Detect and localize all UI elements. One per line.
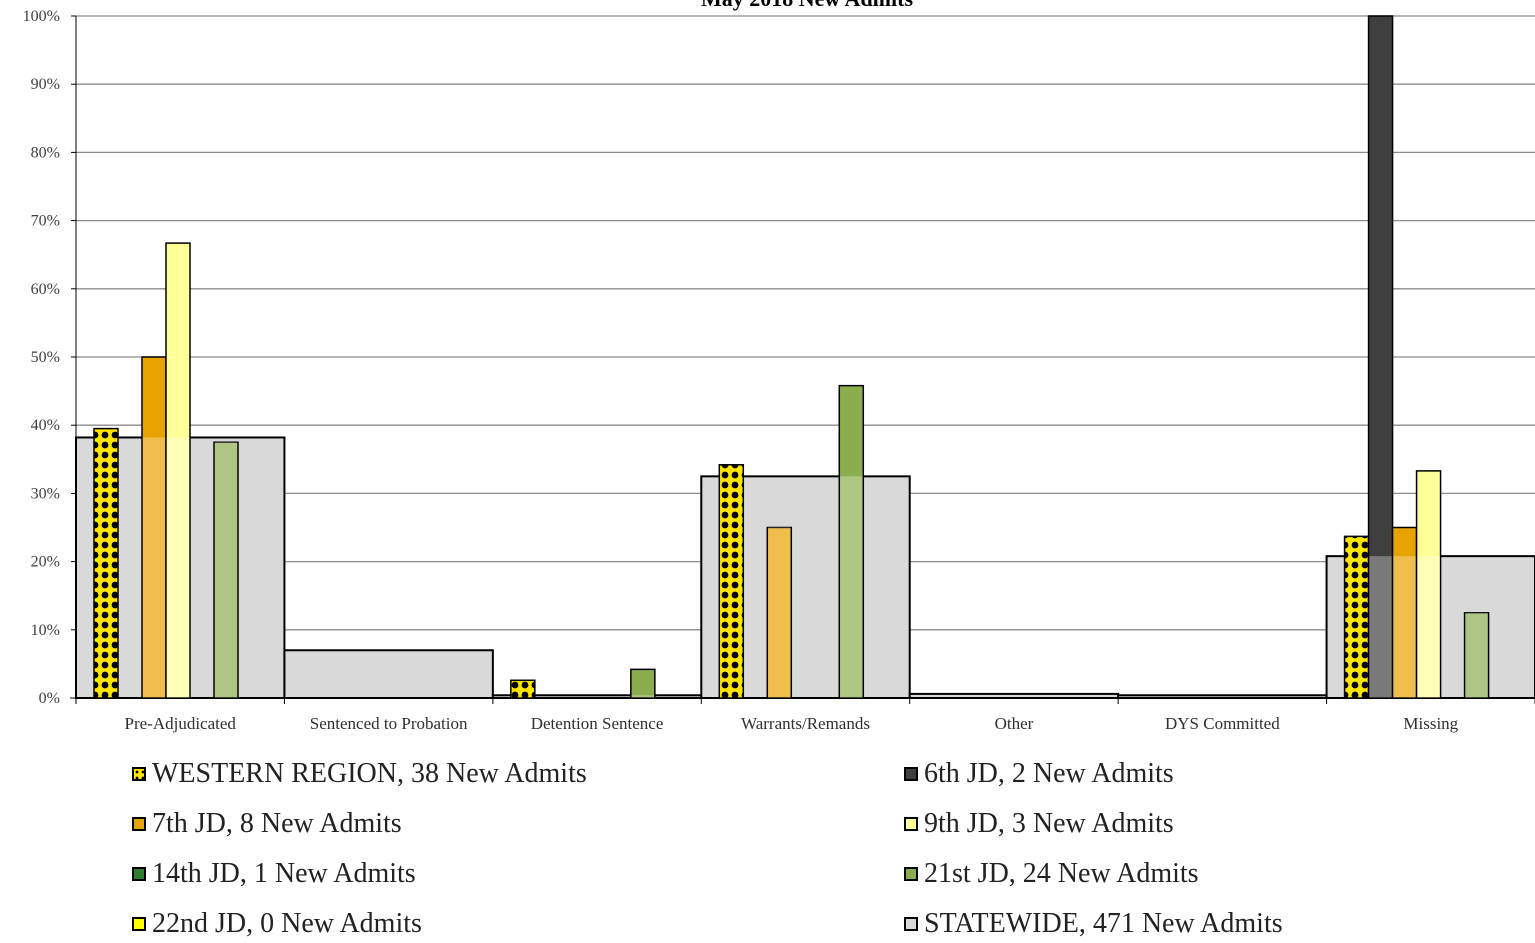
legend-label: 14th JD, 1 New Admits [152, 858, 416, 889]
y-tick-label: 20% [31, 554, 60, 571]
x-category-label: DYS Committed [1165, 714, 1280, 733]
district-bar [510, 679, 536, 699]
district-bar [838, 384, 865, 699]
district-bar-overlap-tint [1369, 556, 1392, 698]
statewide-bar [283, 649, 494, 700]
legend-label: 6th JD, 2 New Admits [924, 758, 1174, 789]
y-tick-label: 30% [31, 485, 60, 502]
legend-swatch [904, 867, 918, 881]
y-tick-label: 10% [31, 622, 60, 639]
legend-item: WESTERN REGION, 38 New Admits [132, 758, 587, 790]
district-bar [165, 242, 191, 699]
legend-swatch [132, 917, 146, 931]
x-axis-category-labels: Pre-Adjudicated Sentenced to Probation Det… [125, 714, 1459, 733]
legend-swatch [904, 817, 918, 831]
x-category-label: Warrants/Remands [741, 714, 870, 733]
district-bar [1463, 612, 1490, 699]
y-tick-label: 100% [23, 8, 60, 25]
legend-item: 22nd JD, 0 New Admits [132, 908, 422, 940]
district-bar-overlap-tint [768, 527, 791, 698]
district-bar [766, 526, 793, 699]
y-tick-label: 50% [31, 349, 60, 366]
y-tick-label: 60% [31, 281, 60, 298]
district-bar [630, 668, 656, 699]
legend-item: 7th JD, 8 New Admits [132, 808, 402, 840]
legend-label: 22nd JD, 0 New Admits [152, 908, 422, 939]
x-category-label: Missing [1403, 714, 1458, 733]
axes [70, 15, 1535, 704]
district-bar-overlap-tint [214, 442, 238, 698]
statewide-bar [908, 692, 1120, 700]
y-axis-tick-labels: 0% 10% 20% 30% 40% 50% 60% 70% 80% 90% 100% [23, 8, 60, 707]
x-category-label: Sentenced to Probation [310, 714, 468, 733]
legend-label: 7th JD, 8 New Admits [152, 808, 402, 839]
y-tick-label: 70% [31, 213, 60, 230]
legend-swatch [132, 867, 146, 881]
legend-label: 9th JD, 3 New Admits [924, 808, 1174, 839]
legend-item: 6th JD, 2 New Admits [904, 758, 1174, 790]
chart-title: May 2018 New Admits [701, 0, 913, 11]
district-bar [1415, 470, 1442, 699]
legend-label: WESTERN REGION, 38 New Admits [152, 758, 587, 789]
district-bar-overlap-tint [166, 437, 190, 698]
legend-swatch [132, 817, 146, 831]
district-bars [93, 15, 1490, 699]
legend-label: 21st JD, 24 New Admits [924, 858, 1199, 889]
district-bar-overlap-tint [142, 437, 166, 698]
legend-label: STATEWIDE, 471 New Admits [924, 908, 1283, 939]
legend-item: 14th JD, 1 New Admits [132, 858, 416, 890]
district-bar-overlap-tint [1417, 556, 1440, 698]
district-bar-overlap-tint [1465, 612, 1488, 698]
statewide-bars [75, 436, 1535, 700]
y-tick-label: 80% [31, 144, 60, 161]
legend-swatch [904, 917, 918, 931]
x-category-label: Pre-Adjudicated [125, 714, 237, 733]
district-bar [1343, 535, 1370, 699]
district-bar-overlap-tint [631, 695, 655, 698]
district-bar [718, 464, 745, 699]
x-category-label: Detention Sentence [531, 714, 664, 733]
district-bar [213, 441, 239, 699]
legend-item: 21st JD, 24 New Admits [904, 858, 1199, 890]
district-bar [141, 356, 167, 699]
legend-item: STATEWIDE, 471 New Admits [904, 908, 1283, 940]
district-bar [93, 427, 119, 699]
x-category-label: Other [995, 714, 1034, 733]
gridlines [76, 15, 1535, 631]
legend: WESTERN REGION, 38 New Admits 6th JD, 2 N… [0, 754, 1535, 943]
legend-swatch [904, 767, 918, 781]
legend-item: 9th JD, 3 New Admits [904, 808, 1174, 840]
y-tick-label: 90% [31, 76, 60, 93]
district-bar-overlap-tint [1393, 556, 1416, 698]
bar-chart: May 2018 New Admits 0% 10% 20% 30% 40% 50% 60%… [23, 0, 1535, 733]
y-tick-label: 0% [39, 690, 60, 707]
y-tick-label: 40% [31, 417, 60, 434]
district-bar-overlap-tint [840, 476, 863, 698]
legend-swatch [132, 767, 146, 781]
